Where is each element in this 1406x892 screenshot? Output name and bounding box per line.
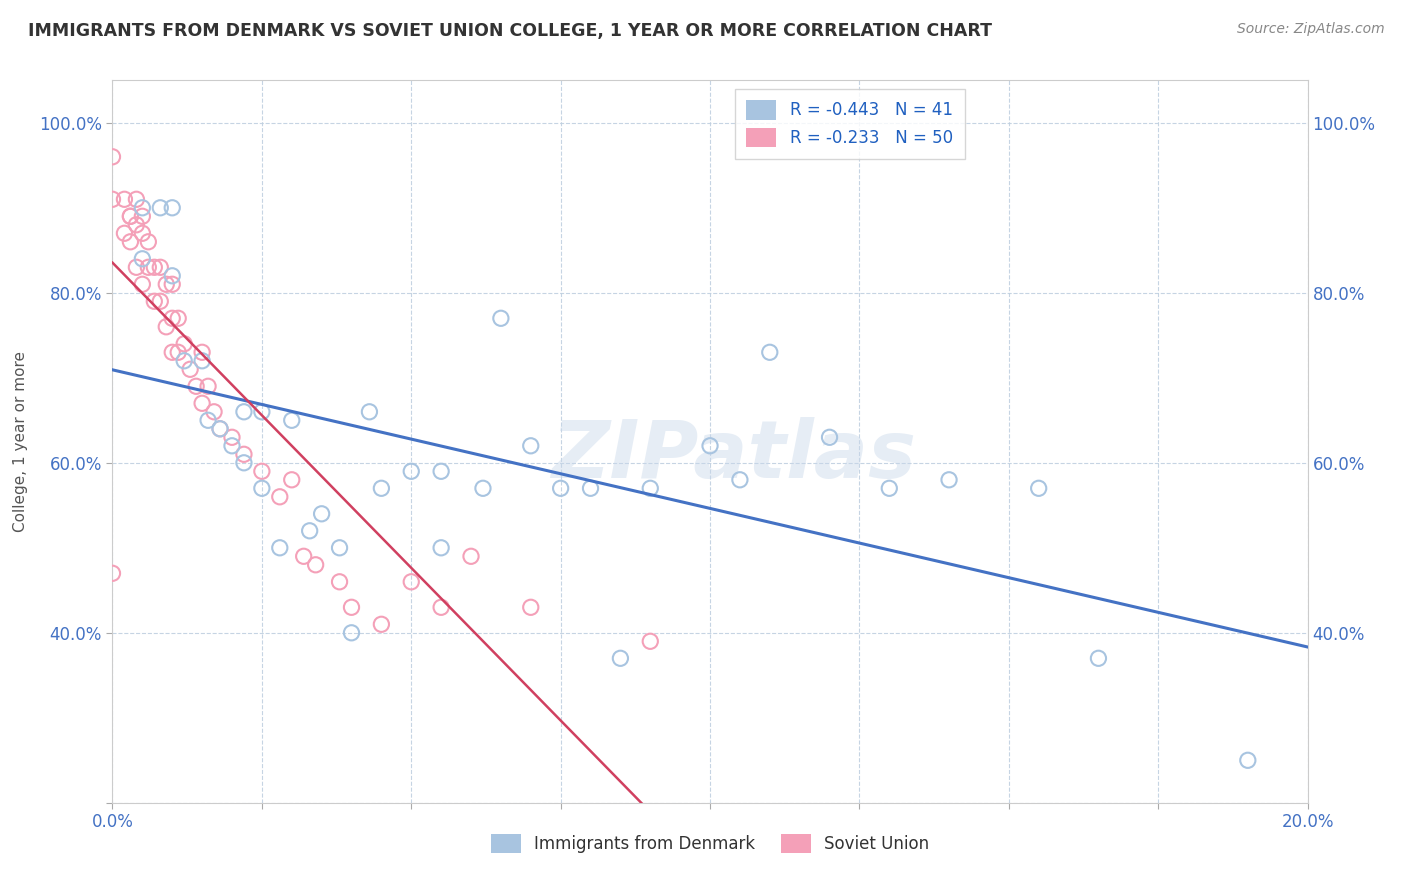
- Point: [233, 456, 256, 470]
- Point: [640, 634, 662, 648]
- Point: [579, 481, 602, 495]
- Point: [191, 345, 214, 359]
- Point: [329, 574, 352, 589]
- Point: [167, 311, 190, 326]
- Point: [520, 439, 543, 453]
- Point: [250, 481, 273, 495]
- Point: [149, 201, 172, 215]
- Point: [179, 362, 201, 376]
- Point: [221, 430, 243, 444]
- Point: [120, 209, 142, 223]
- Legend: Immigrants from Denmark, Soviet Union: Immigrants from Denmark, Soviet Union: [485, 827, 935, 860]
- Point: [125, 260, 148, 275]
- Point: [460, 549, 482, 564]
- Point: [250, 405, 273, 419]
- Point: [401, 464, 423, 478]
- Point: [162, 277, 183, 292]
- Point: [155, 319, 177, 334]
- Point: [120, 235, 142, 249]
- Text: IMMIGRANTS FROM DENMARK VS SOVIET UNION COLLEGE, 1 YEAR OR MORE CORRELATION CHAR: IMMIGRANTS FROM DENMARK VS SOVIET UNION …: [28, 22, 993, 40]
- Point: [298, 524, 321, 538]
- Point: [155, 277, 177, 292]
- Point: [1028, 481, 1050, 495]
- Point: [818, 430, 841, 444]
- Point: [340, 625, 363, 640]
- Point: [149, 294, 172, 309]
- Point: [370, 481, 392, 495]
- Point: [197, 413, 219, 427]
- Point: [938, 473, 960, 487]
- Point: [143, 260, 166, 275]
- Point: [114, 192, 135, 206]
- Point: [269, 490, 291, 504]
- Point: [472, 481, 495, 495]
- Point: [311, 507, 333, 521]
- Point: [281, 413, 304, 427]
- Point: [101, 566, 124, 581]
- Point: [292, 549, 315, 564]
- Point: [149, 260, 172, 275]
- Point: [233, 447, 256, 461]
- Point: [269, 541, 291, 555]
- Point: [728, 473, 751, 487]
- Point: [173, 353, 195, 368]
- Point: [120, 209, 142, 223]
- Point: [430, 464, 453, 478]
- Point: [167, 345, 190, 359]
- Point: [162, 311, 183, 326]
- Point: [162, 268, 183, 283]
- Point: [131, 227, 153, 241]
- Point: [197, 379, 219, 393]
- Point: [191, 396, 214, 410]
- Point: [430, 541, 453, 555]
- Point: [305, 558, 328, 572]
- Point: [101, 192, 124, 206]
- Text: Source: ZipAtlas.com: Source: ZipAtlas.com: [1237, 22, 1385, 37]
- Point: [1087, 651, 1109, 665]
- Text: ZIPatlas: ZIPatlas: [551, 417, 917, 495]
- Point: [209, 422, 232, 436]
- Point: [550, 481, 572, 495]
- Point: [609, 651, 631, 665]
- Point: [131, 201, 153, 215]
- Point: [114, 227, 135, 241]
- Point: [250, 464, 273, 478]
- Point: [162, 201, 183, 215]
- Point: [1237, 753, 1260, 767]
- Point: [221, 439, 243, 453]
- Y-axis label: College, 1 year or more: College, 1 year or more: [13, 351, 28, 532]
- Point: [138, 260, 160, 275]
- Point: [359, 405, 381, 419]
- Point: [401, 574, 423, 589]
- Point: [489, 311, 512, 326]
- Point: [131, 277, 153, 292]
- Point: [202, 405, 225, 419]
- Point: [340, 600, 363, 615]
- Point: [370, 617, 392, 632]
- Point: [759, 345, 782, 359]
- Point: [131, 209, 153, 223]
- Point: [209, 422, 232, 436]
- Point: [329, 541, 352, 555]
- Point: [173, 336, 195, 351]
- Point: [138, 235, 160, 249]
- Point: [191, 353, 214, 368]
- Point: [879, 481, 901, 495]
- Point: [125, 192, 148, 206]
- Point: [281, 473, 304, 487]
- Point: [699, 439, 721, 453]
- Point: [520, 600, 543, 615]
- Point: [143, 294, 166, 309]
- Point: [101, 150, 124, 164]
- Point: [186, 379, 208, 393]
- Point: [125, 218, 148, 232]
- Point: [162, 345, 183, 359]
- Point: [131, 252, 153, 266]
- Point: [233, 405, 256, 419]
- Point: [430, 600, 453, 615]
- Point: [640, 481, 662, 495]
